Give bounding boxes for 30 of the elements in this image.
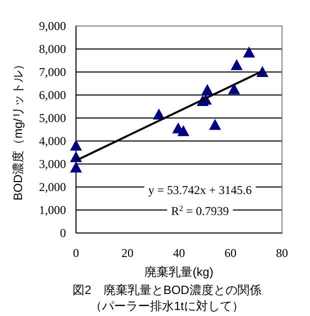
x-tick-label: 0 (73, 246, 79, 260)
x-tick-label: 40 (173, 246, 185, 260)
y-tick-label: 1,000 (39, 203, 66, 217)
point (70, 161, 82, 172)
x-tick-label: 80 (276, 246, 288, 260)
y-tick-label: 9,000 (39, 19, 66, 33)
y-tick-label: 3,000 (39, 157, 66, 171)
text: （パーラー排水1tに対して） (90, 299, 244, 313)
x-tick-label: 20 (122, 246, 134, 260)
x-axis-title: 廃棄乳量(kg) (144, 265, 214, 279)
y-tick-label: 4,000 (39, 134, 66, 148)
y-tick-label: 7,000 (39, 65, 66, 79)
y-tick-label: 2,000 (39, 180, 66, 194)
x-tick-label: 60 (224, 246, 236, 260)
y-axis-title: BOD濃度（mg/リットル） (11, 58, 25, 201)
y-tick-label: 8,000 (39, 42, 66, 56)
point (230, 59, 243, 70)
y-tick-label: 6,000 (39, 88, 66, 102)
point (70, 140, 82, 151)
point (152, 108, 165, 120)
y-tick-label: 5,000 (39, 111, 66, 125)
point (201, 84, 214, 95)
text: 図2 廃棄乳量とBOD濃度との関係 (72, 283, 262, 297)
point (209, 118, 222, 130)
annotation: R$^{2}$ = 0.7939 (171, 204, 229, 218)
point (243, 46, 256, 58)
point (177, 125, 190, 136)
y-tick-label: 0 (60, 226, 66, 240)
annotation: y = 53.742x + 3145.6 (148, 183, 252, 197)
point (228, 83, 240, 94)
